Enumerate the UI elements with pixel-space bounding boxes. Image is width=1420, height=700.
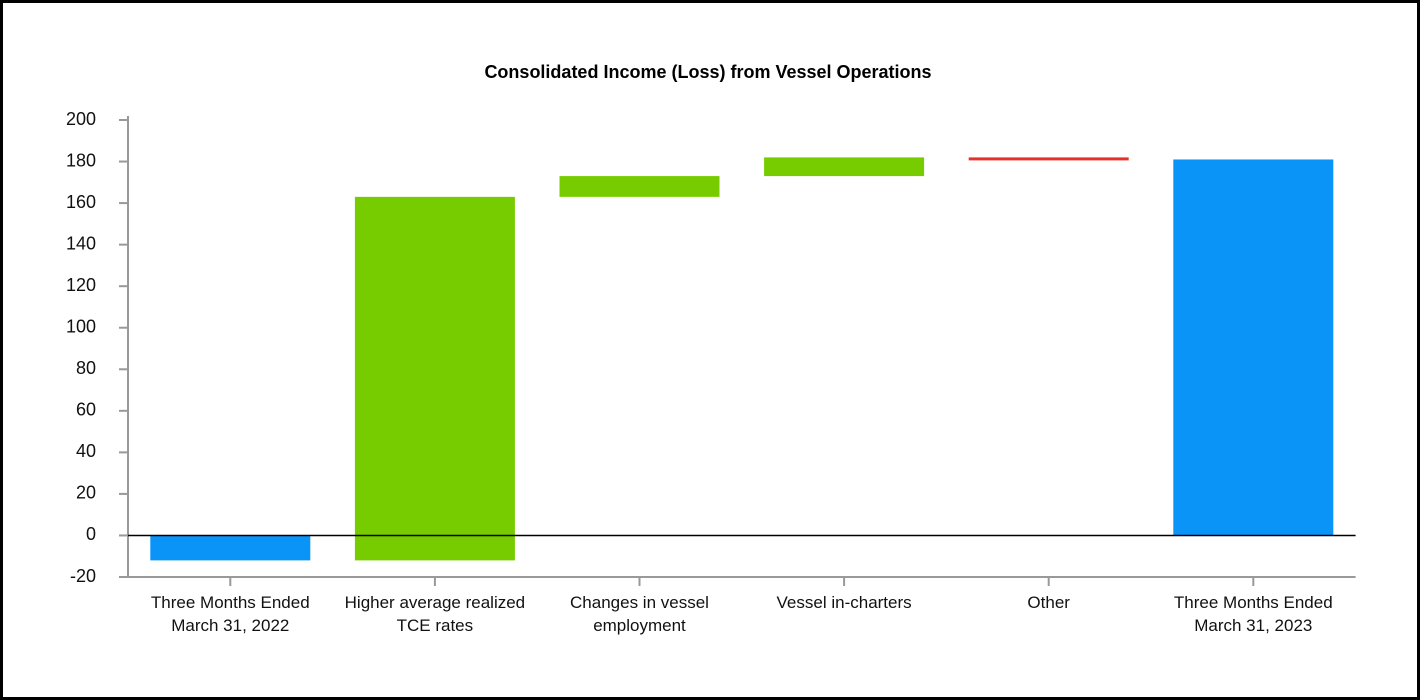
bar bbox=[354, 196, 515, 561]
x-tick-label: Other bbox=[1027, 593, 1070, 612]
y-tick-label: 40 bbox=[76, 441, 96, 461]
bar bbox=[1173, 159, 1334, 536]
y-tick-label: 120 bbox=[66, 275, 96, 295]
bar bbox=[150, 535, 311, 561]
y-tick-label: 100 bbox=[66, 316, 96, 336]
bar bbox=[764, 157, 925, 177]
x-tick-label: Higher average realized TCE rates bbox=[344, 593, 526, 635]
y-tick-label: 160 bbox=[66, 192, 96, 212]
y-tick-label: -20 bbox=[70, 566, 96, 586]
chart-title: Consolidated Income (Loss) from Vessel O… bbox=[484, 62, 931, 82]
y-tick-label: 140 bbox=[66, 233, 96, 253]
y-tick-label: 80 bbox=[76, 358, 96, 378]
bar bbox=[968, 157, 1129, 161]
x-tick-label: Three Months Ended March 31, 2022 bbox=[150, 593, 310, 635]
x-tick-label: Vessel in-charters bbox=[776, 593, 912, 612]
y-tick-label: 200 bbox=[66, 109, 96, 129]
bar bbox=[559, 176, 720, 197]
y-tick-label: 60 bbox=[76, 400, 96, 420]
y-tick-label: 180 bbox=[66, 150, 96, 170]
x-tick-label: Three Months Ended March 31, 2023 bbox=[1173, 593, 1333, 635]
y-tick-label: 0 bbox=[86, 524, 96, 544]
y-tick-label: 20 bbox=[76, 483, 96, 503]
x-tick-label: Changes in vessel employment bbox=[570, 593, 709, 635]
